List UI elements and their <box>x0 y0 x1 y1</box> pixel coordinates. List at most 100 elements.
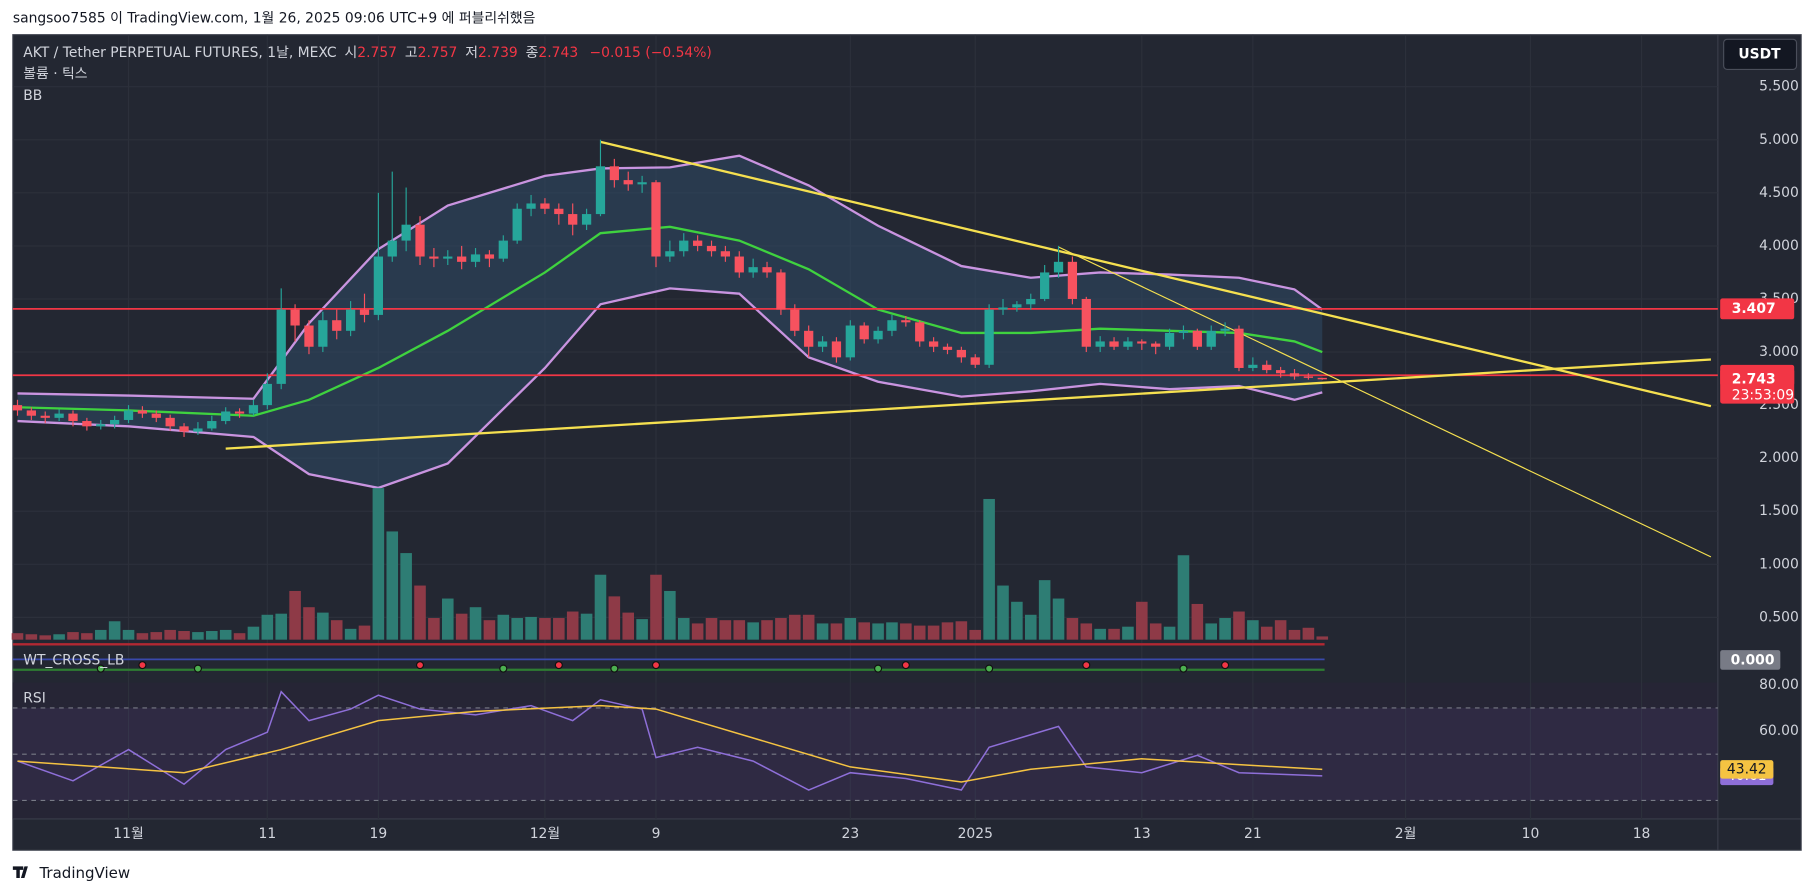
candle-body <box>457 256 467 262</box>
wt-signal <box>985 664 994 673</box>
rsi-title: RSI <box>23 691 46 707</box>
volume-bar <box>1066 618 1079 640</box>
volume-bar <box>622 612 635 640</box>
candle-body <box>179 426 189 432</box>
candle-body <box>1123 341 1133 347</box>
volume-bar <box>428 618 440 640</box>
candle-body <box>68 413 78 422</box>
candle-body <box>915 322 925 342</box>
volume-bar <box>358 625 371 640</box>
candle-body <box>776 272 786 310</box>
volume-bar <box>67 632 79 640</box>
x-tick-label: 2025 <box>958 826 993 842</box>
volume-bar <box>872 623 884 640</box>
volume-bar <box>789 614 801 640</box>
countdown: 23:53:09 <box>1732 388 1794 404</box>
wt-signal <box>901 661 910 670</box>
wt-signal <box>138 661 147 670</box>
y-tick-label: 5.500 <box>1759 79 1799 95</box>
rsi-line <box>17 690 1323 791</box>
volume-bar <box>830 623 843 640</box>
candle-body <box>762 267 772 273</box>
volume-bar <box>1177 555 1190 640</box>
candle-body <box>734 256 744 273</box>
volume-bar <box>483 620 496 640</box>
wt-signal <box>415 661 425 670</box>
candle-body <box>165 417 175 427</box>
volume-bar <box>511 618 523 640</box>
candle-body <box>443 256 453 259</box>
candle-body <box>623 180 633 185</box>
candle-body <box>1317 377 1327 380</box>
candle-body <box>248 405 259 414</box>
y-tick-label: 1.500 <box>1759 503 1799 519</box>
volume-bar <box>816 623 829 640</box>
wt-signal <box>499 664 508 673</box>
y-tick-label: 4.000 <box>1759 238 1799 254</box>
brand: TradingView <box>38 864 130 882</box>
volume-bar <box>1149 623 1162 640</box>
trend-line <box>225 358 1711 450</box>
volume-bar <box>1052 598 1065 640</box>
volume-bar <box>233 633 246 640</box>
volume-bar <box>691 623 704 640</box>
volume-bar <box>539 618 551 640</box>
currency-button[interactable] <box>1723 38 1798 70</box>
wt-badge-label: 0.000 <box>1731 652 1775 668</box>
candle-body <box>581 214 592 225</box>
volume-bar <box>275 613 287 640</box>
candle-body <box>887 320 897 331</box>
volume-bar <box>497 614 510 640</box>
volume-bar <box>705 618 718 640</box>
candle-body <box>956 349 966 358</box>
candle-body <box>637 182 647 185</box>
volume-bar <box>108 621 121 640</box>
volume-bar <box>11 633 24 640</box>
candle-body <box>1040 272 1050 299</box>
volume-bar <box>303 607 315 640</box>
volume-bar <box>330 620 343 640</box>
volume-bar <box>1011 601 1023 640</box>
volume-bar <box>1163 626 1176 640</box>
bb-line <box>17 287 1323 490</box>
candle-body <box>1137 341 1147 344</box>
volume-bar <box>844 618 857 640</box>
volume-bar <box>1302 627 1315 640</box>
volume-bar <box>608 596 621 640</box>
candle-body <box>526 203 536 209</box>
candle-body <box>26 410 36 416</box>
candle-body <box>1053 261 1064 273</box>
candle-body <box>40 415 50 418</box>
candle-body <box>123 410 134 420</box>
candle-body <box>540 203 550 209</box>
candle-body <box>1178 330 1189 333</box>
volume-bar <box>219 629 232 640</box>
candle-body <box>137 410 148 414</box>
candle-body <box>1026 298 1036 305</box>
volume-bar <box>650 574 662 640</box>
volume-bar <box>1191 603 1204 640</box>
candle-body <box>568 214 578 225</box>
volume-bar <box>761 620 773 640</box>
candle-body <box>1095 341 1105 347</box>
volume-bar <box>261 614 274 640</box>
volume-bar <box>192 632 204 640</box>
candle-body <box>1234 328 1244 368</box>
volume-bar <box>553 618 565 640</box>
candle-body <box>1067 261 1078 299</box>
currency[interactable]: USDT <box>1738 46 1781 62</box>
candle-body <box>470 254 481 262</box>
rsi-line <box>17 704 1323 783</box>
volume-bar <box>136 633 149 640</box>
candle-body <box>401 224 411 241</box>
candle-body <box>304 325 314 347</box>
volume-bar <box>1316 636 1329 640</box>
wt-signal <box>610 664 619 673</box>
candle-body <box>234 411 245 414</box>
candle-body <box>262 383 272 406</box>
volume-bar <box>677 618 690 640</box>
volume-bar <box>594 574 607 640</box>
volume-bar <box>1094 628 1106 640</box>
candle-body <box>1206 330 1216 347</box>
candle-body <box>332 320 342 331</box>
